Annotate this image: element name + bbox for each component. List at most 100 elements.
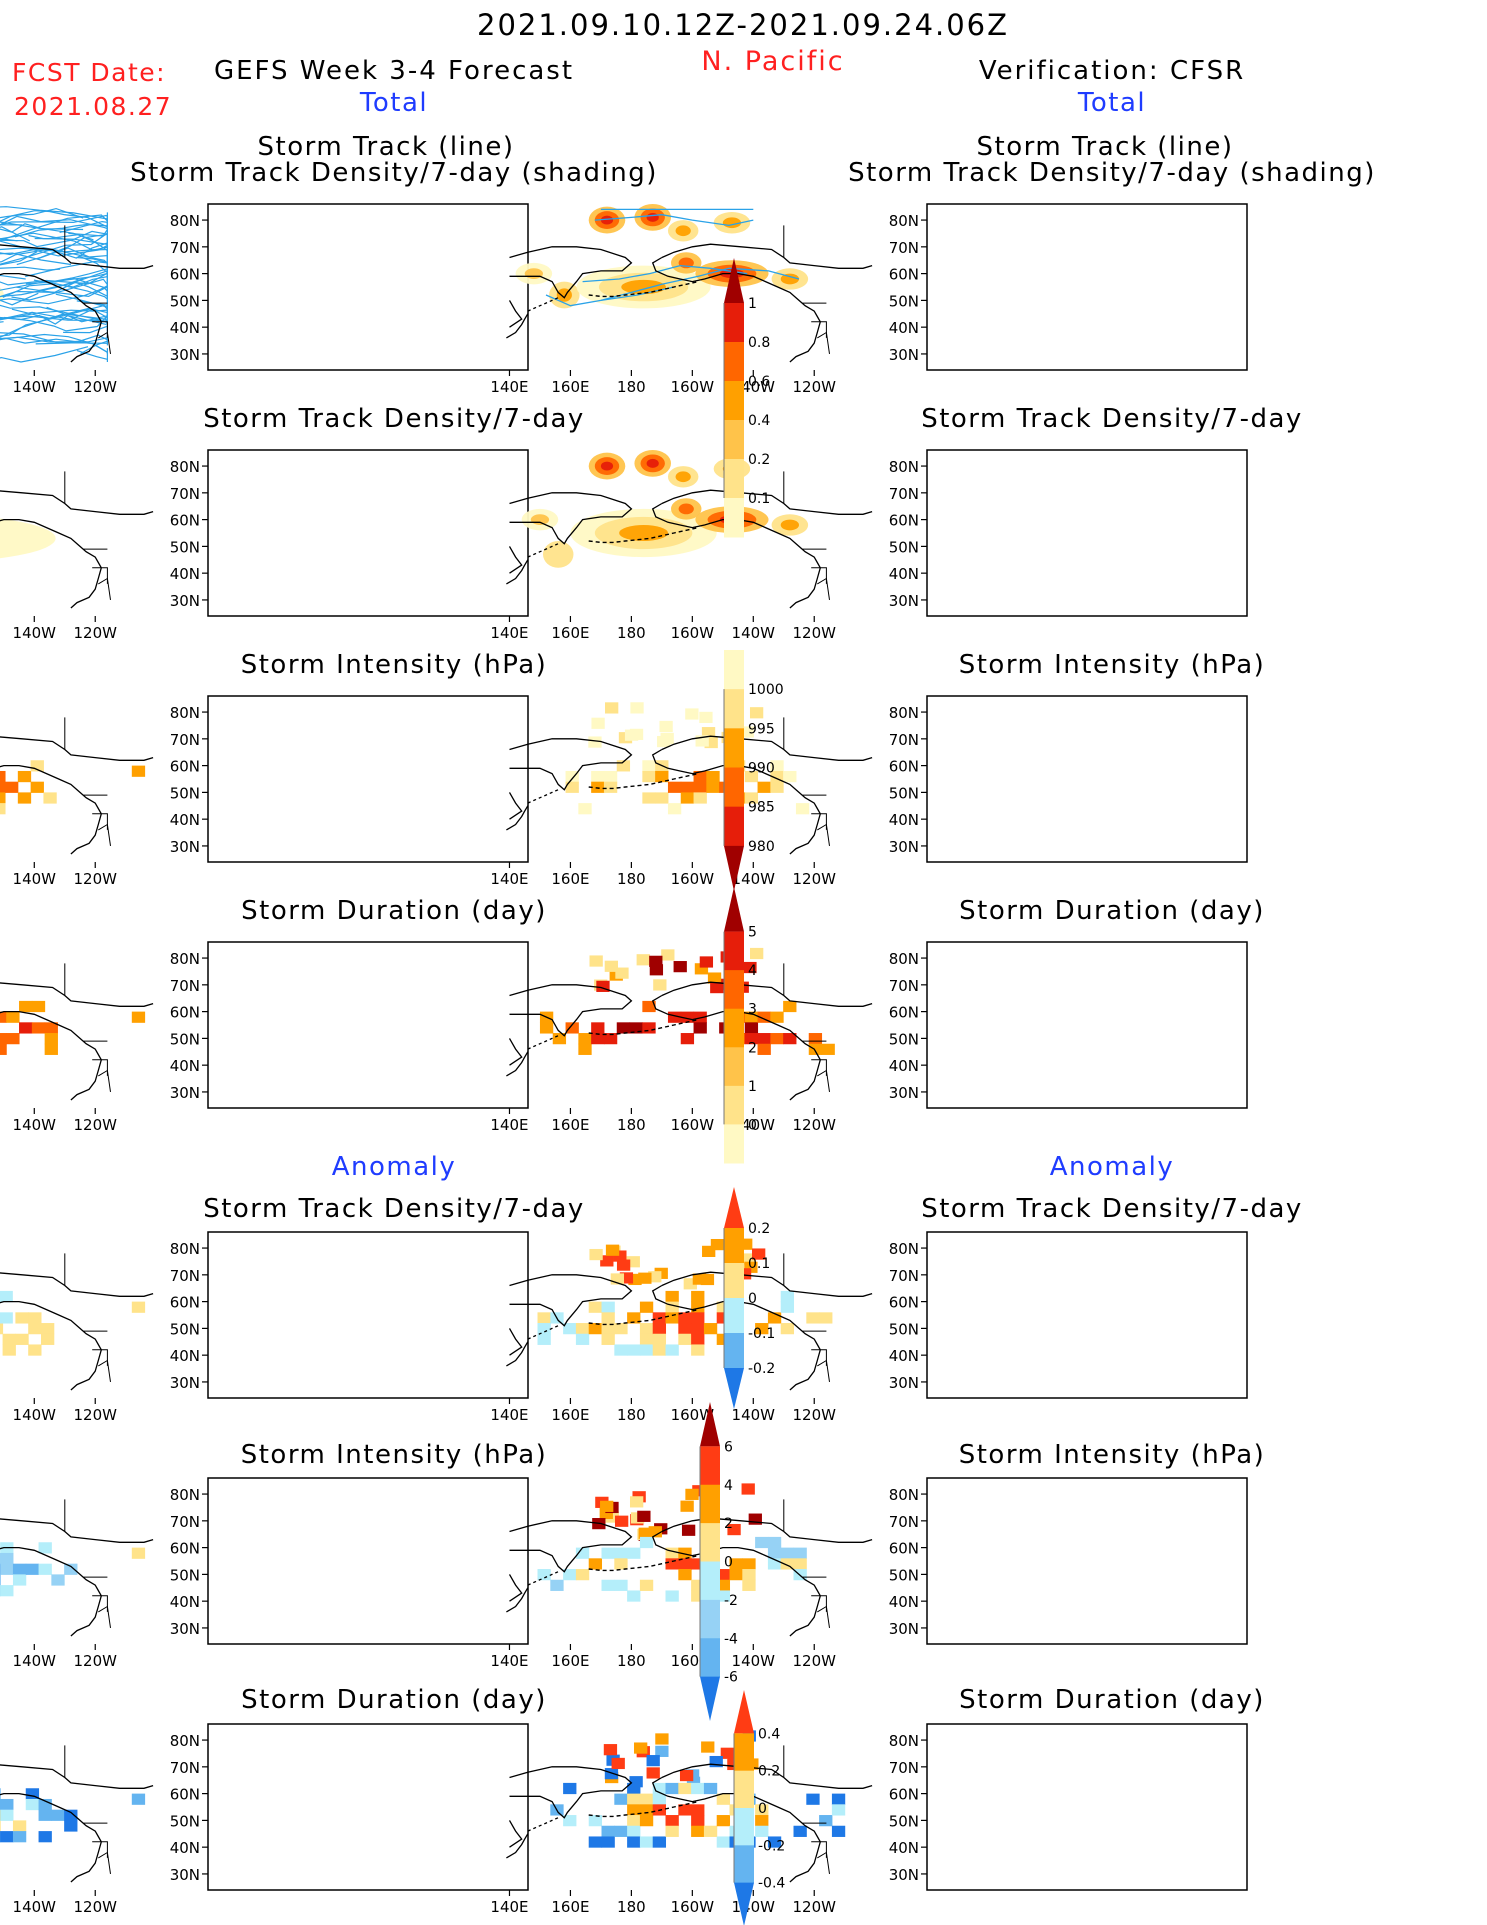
lon-tick-label: 160W [671,870,715,888]
grid-cell [563,1782,577,1795]
colorbar-swatch [724,767,744,808]
grid-cell [780,1323,795,1335]
storm-track-line [0,223,94,241]
grid-cell [38,1798,52,1811]
coastline-asia [509,246,633,299]
colorbar-swatch [724,1085,744,1125]
map-field [0,1788,146,1843]
map-field [537,1238,833,1356]
coastline-asia-south [508,792,523,820]
grid-cell [629,1022,643,1034]
grid-cell [806,1312,820,1324]
colorbar-intensity: 1000 995 990 985 980 [723,650,784,891]
grid-cell [649,964,664,976]
colorbar-label: -0.1 [748,1326,775,1342]
coastline-aleutians [588,1800,699,1818]
grid-cell [0,781,6,793]
colorbar-swatch [724,806,744,847]
lat-tick-label: 80N [170,458,200,476]
grid-cell [591,1022,605,1034]
grid-cell [588,1815,603,1827]
colorbar-swatch [724,931,744,971]
grid-cell [614,1547,628,1559]
colorbar-tail [734,1882,754,1925]
grid-cell [691,1825,705,1837]
border-states-2 [98,1851,111,1874]
coastline-asia [509,738,633,791]
grid-cell [0,1809,14,1821]
grid-cell [25,1798,40,1811]
grid-cell [0,1563,14,1575]
coastline-japan [506,1341,529,1367]
coastline-aleutians [588,526,699,544]
lon-tick-label: 160E [551,624,589,642]
map-frame [926,203,1248,371]
grid-cell [565,770,579,783]
lat-tick-label: 60N [170,1540,200,1558]
lat-tick-label: 70N [170,731,200,749]
grid-cell [0,1011,7,1023]
grid-cell [648,1526,662,1538]
colorbar-label: 2 [724,1516,733,1532]
map-field [0,518,56,559]
grid-cell [639,1793,654,1805]
border-states-2 [98,1359,111,1382]
coastline-north-america [0,1792,102,1883]
grid-cell [17,792,32,804]
coastline-north-america [651,1530,821,1637]
grid-cell [64,1809,78,1821]
grid-cell [707,972,722,984]
grid-cell [578,1033,592,1045]
lon-tick-label: 120W [793,1898,837,1916]
lat-tick-label: 50N [170,1030,200,1048]
grid-cell [588,1836,603,1848]
grid-cell [639,1344,654,1356]
border-states-2 [817,823,830,846]
grid-cell [616,1259,631,1271]
storm-track-line [0,230,108,248]
panel-title-duration-left: Storm Duration (day) [241,896,547,926]
map-panel: 80N70N60N50N40N30N140E160E180160W140W120… [0,695,529,888]
grid-cell [716,1815,731,1827]
grid-cell [591,770,605,783]
grid-cell [821,1043,835,1055]
left-column-title: GEFS Week 3-4 Forecast [213,56,575,86]
density-contour [646,458,659,468]
grid-cell [819,1312,833,1324]
coastline-asia-south [508,1574,523,1602]
grid-cell [588,1323,603,1335]
grid-cell [793,1547,807,1559]
grid-cell [0,1788,1,1800]
colorbar-swatch [724,970,744,1010]
map-frame [926,695,1248,863]
grid-cell [691,1344,705,1356]
grid-cell [642,770,656,783]
grid-cell [537,1333,551,1345]
lat-tick-label: 30N [889,1084,919,1102]
grid-cell [565,781,579,793]
lat-tick-label: 80N [889,212,919,230]
density-contour [646,212,659,222]
grid-cell [744,1033,759,1045]
grid-cell [691,1590,705,1602]
grid-cell [30,781,44,793]
storm-track-line [0,304,108,324]
grid-cell [12,1563,27,1575]
grid-cell [655,1745,669,1757]
map-field [515,204,809,309]
grid-cell [685,708,699,720]
density-contour [780,519,799,531]
map-field [550,1730,846,1848]
grid-cell [642,760,656,772]
lon-tick-label: 180 [617,1652,646,1670]
border-states [811,1349,827,1366]
panel-title-intensity-right: Storm Intensity (hPa) [958,650,1266,680]
grid-cell [806,1793,820,1805]
grid-cell [627,1793,641,1805]
grid-cell [767,1312,782,1324]
grid-cell [639,1323,654,1335]
grid-cell [755,1323,769,1335]
lon-tick-label: 140E [490,870,528,888]
grid-cell [131,765,146,777]
colorbar-swatch [724,1263,744,1299]
